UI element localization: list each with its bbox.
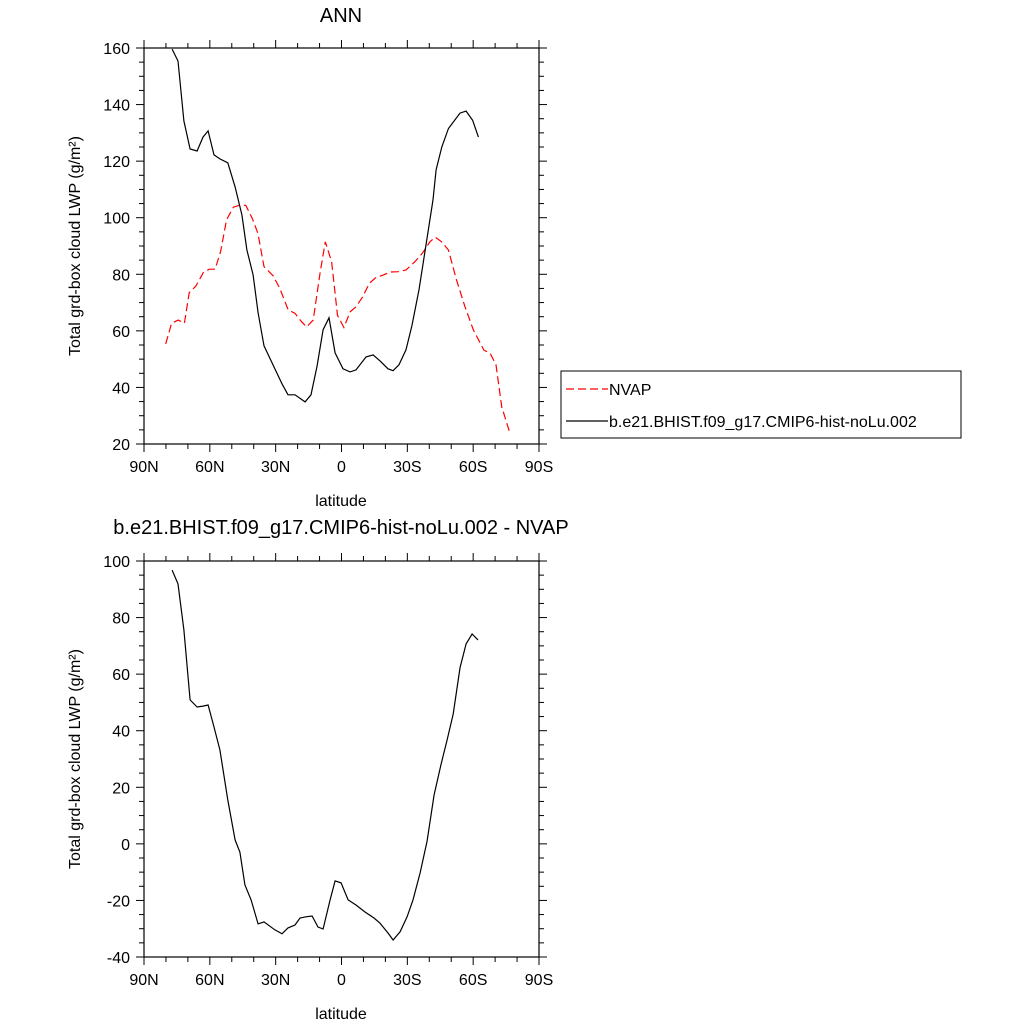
y-tick-label: 20 <box>112 437 130 454</box>
y-tick-label: 120 <box>103 154 130 171</box>
y-tick-label: 60 <box>112 667 130 684</box>
y-tick-label: -20 <box>107 893 130 910</box>
y-tick-label: 100 <box>103 211 130 228</box>
model-series-line-0 <box>171 48 479 403</box>
bottom-x-axis-label: latitude <box>315 1006 367 1023</box>
plot-frame <box>143 47 540 445</box>
legend-box <box>560 370 962 439</box>
x-tick-label: 30N <box>261 972 290 989</box>
top-x-axis-label: latitude <box>315 493 367 510</box>
legend: NVAP b.e21.BHIST.f09_g17.CMIP6-hist-noLu… <box>560 370 962 439</box>
legend-label-nvap: NVAP <box>609 382 651 399</box>
x-tick-label: 60N <box>195 459 224 476</box>
x-tick-label: 90S <box>525 972 553 989</box>
x-tick-label: 0 <box>337 459 346 476</box>
bottom-plot-title: b.e21.BHIST.f09_g17.CMIP6-hist-noLu.002 … <box>113 517 568 539</box>
y-tick-label: 160 <box>103 41 130 58</box>
x-tick-label: 90S <box>525 459 553 476</box>
nvap-series-line-0 <box>165 204 510 432</box>
y-tick-label: 100 <box>103 554 130 571</box>
top-plot-title: ANN <box>320 5 362 27</box>
top-plot-panel: ANN latitude Total grd-box cloud LWP (g/… <box>67 5 553 510</box>
x-tick-label: 90N <box>129 972 158 989</box>
x-tick-label: 30S <box>393 459 421 476</box>
y-tick-label: -40 <box>107 950 130 967</box>
model-series-line-1 <box>171 569 479 941</box>
y-tick-label: 0 <box>121 837 130 854</box>
legend-label-model: b.e21.BHIST.f09_g17.CMIP6-hist-noLu.002 <box>609 414 917 431</box>
x-tick-label: 60N <box>195 972 224 989</box>
y-tick-label: 80 <box>112 611 130 628</box>
y-tick-label: 40 <box>112 380 130 397</box>
y-tick-label: 140 <box>103 98 130 115</box>
x-tick-label: 60S <box>459 972 487 989</box>
y-tick-label: 40 <box>112 724 130 741</box>
x-tick-label: 90N <box>129 459 158 476</box>
x-tick-label: 30N <box>261 459 290 476</box>
bottom-y-axis-label: Total grd-box cloud LWP (g/m²) <box>67 649 84 869</box>
y-tick-label: 80 <box>112 267 130 284</box>
top-y-axis-label: Total grd-box cloud LWP (g/m²) <box>67 136 84 356</box>
x-tick-label: 60S <box>459 459 487 476</box>
plot-frame <box>143 560 540 958</box>
bottom-plot-panel: b.e21.BHIST.f09_g17.CMIP6-hist-noLu.002 … <box>67 517 569 1023</box>
y-tick-label: 60 <box>112 324 130 341</box>
x-tick-label: 30S <box>393 972 421 989</box>
y-tick-label: 20 <box>112 780 130 797</box>
x-tick-label: 0 <box>337 972 346 989</box>
